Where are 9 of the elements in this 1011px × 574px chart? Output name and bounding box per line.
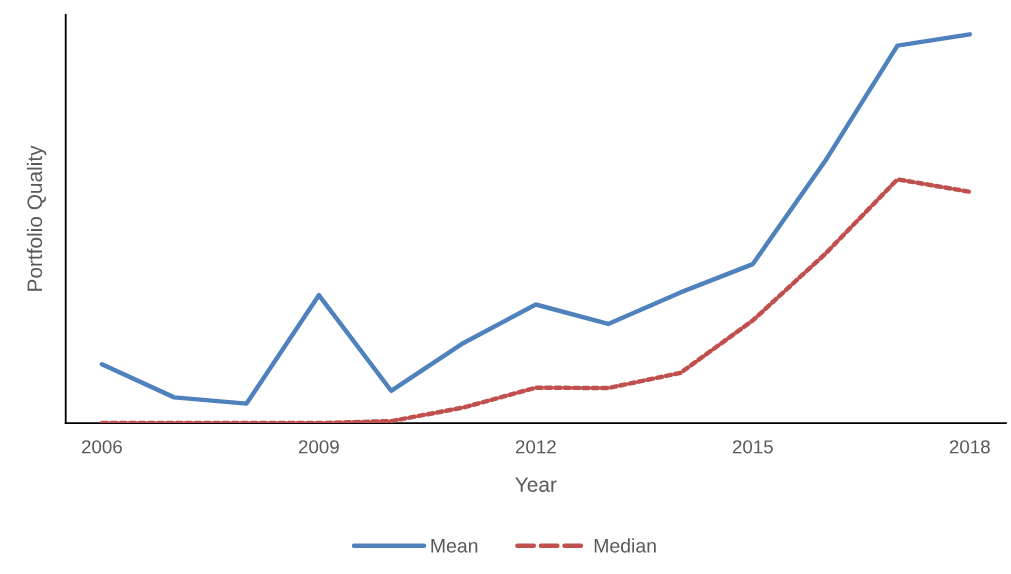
x-tick-label: 2018 xyxy=(949,440,990,454)
y-axis-title: Portfolio Quality xyxy=(26,145,47,291)
legend-label: Mean xyxy=(431,539,478,553)
x-tick-label: 2006 xyxy=(81,440,122,454)
x-tick-label: 2009 xyxy=(298,440,339,454)
legend-label: Median xyxy=(594,538,656,553)
x-tick-label: 2015 xyxy=(732,440,773,454)
x-axis-title: Year xyxy=(515,477,557,492)
x-tick-label: 2012 xyxy=(515,440,556,454)
